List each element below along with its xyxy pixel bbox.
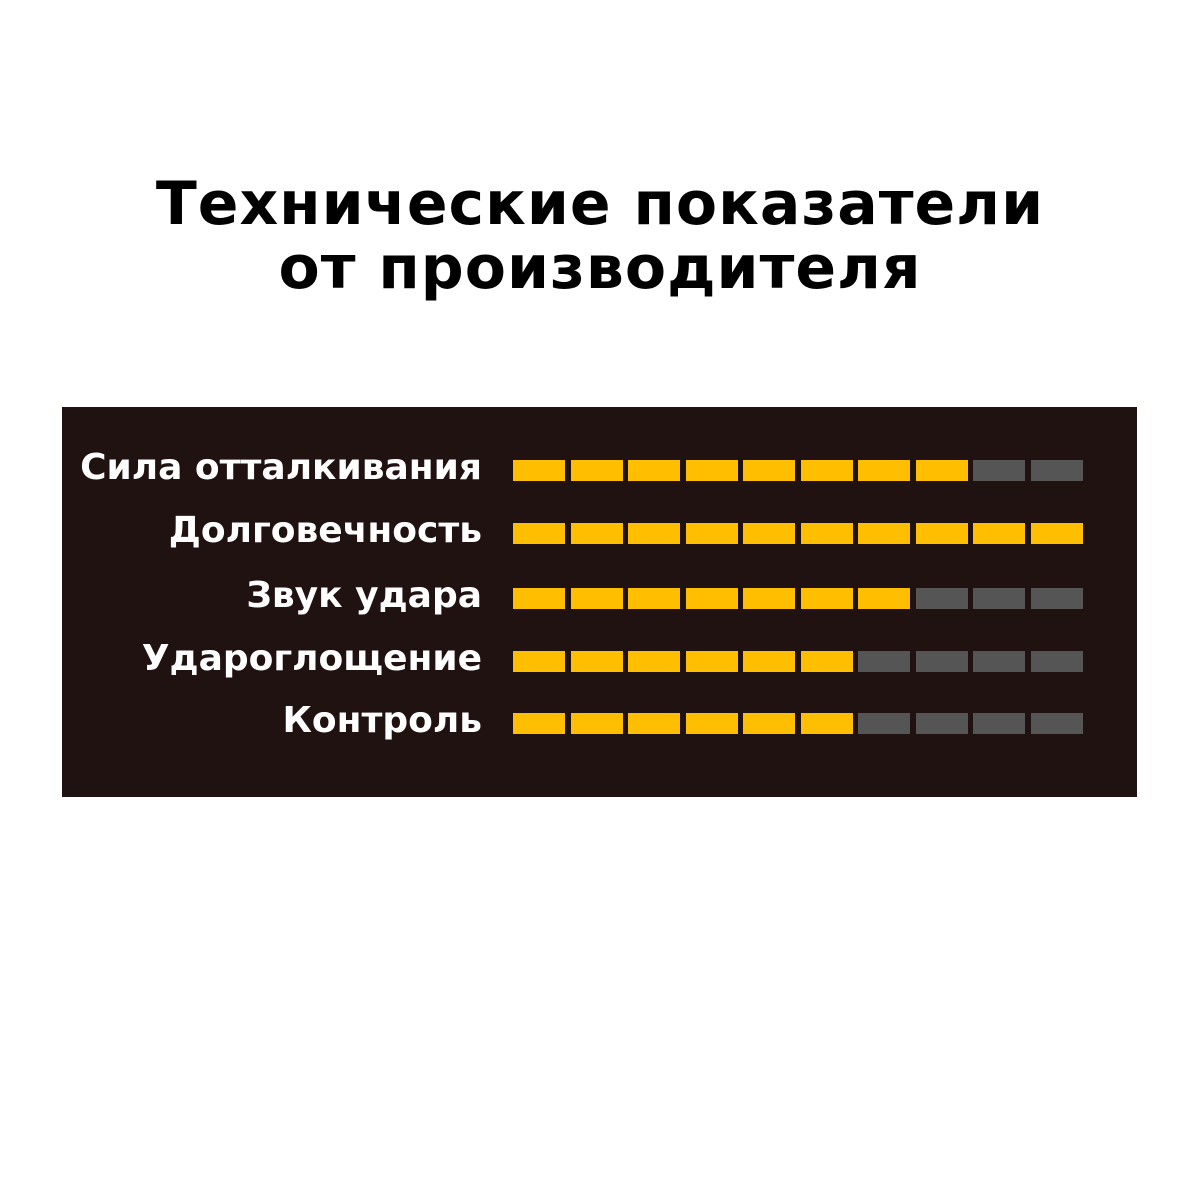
- rating-label: Сила отталкивания: [80, 447, 482, 488]
- rating-segment-filled: [743, 460, 795, 481]
- rating-segment-filled: [570, 713, 623, 734]
- rating-segment-filled: [685, 651, 738, 672]
- rating-segment-filled: [628, 651, 680, 672]
- rating-segment-filled: [800, 651, 853, 672]
- rating-segment-filled: [513, 588, 565, 609]
- rating-segment-filled: [628, 713, 680, 734]
- rating-segment-filled: [743, 588, 795, 609]
- rating-segment-filled: [570, 523, 623, 544]
- rating-segment-filled: [800, 588, 853, 609]
- rating-segment-filled: [973, 523, 1025, 544]
- title-line-1: Технические показатели: [155, 169, 1045, 239]
- rating-segment-filled: [628, 523, 680, 544]
- rating-segment-filled: [685, 523, 738, 544]
- rating-segment-empty: [1030, 651, 1083, 672]
- rating-label: Долговечность: [168, 510, 482, 551]
- rating-segment-empty: [915, 588, 968, 609]
- rating-segment-empty: [1030, 588, 1083, 609]
- rating-segment-filled: [743, 651, 795, 672]
- rating-segment-filled: [800, 713, 853, 734]
- rating-segment-filled: [743, 713, 795, 734]
- rating-segment-empty: [858, 713, 910, 734]
- rating-segment-filled: [743, 523, 795, 544]
- rating-segment-filled: [858, 588, 910, 609]
- rating-label: Удароглощение: [141, 638, 482, 679]
- rating-segment-filled: [1030, 523, 1083, 544]
- rating-segment-filled: [513, 523, 565, 544]
- rating-segment-filled: [800, 460, 853, 481]
- rating-segment-empty: [858, 651, 910, 672]
- rating-segment-filled: [628, 588, 680, 609]
- rating-segment-empty: [973, 588, 1025, 609]
- rating-segment-filled: [513, 651, 565, 672]
- rating-segment-filled: [800, 523, 853, 544]
- rating-segment-filled: [685, 713, 738, 734]
- rating-segment-filled: [513, 460, 565, 481]
- rating-segment-filled: [685, 460, 738, 481]
- rating-segment-empty: [915, 713, 968, 734]
- rating-segment-filled: [915, 523, 968, 544]
- rating-segment-empty: [973, 460, 1025, 481]
- rating-segment-filled: [685, 588, 738, 609]
- rating-segment-empty: [1030, 713, 1083, 734]
- title-line-2: от производителя: [278, 233, 922, 303]
- rating-segment-filled: [858, 460, 910, 481]
- rating-segment-filled: [570, 588, 623, 609]
- rating-segment-filled: [570, 460, 623, 481]
- rating-segment-filled: [858, 523, 910, 544]
- rating-segment-empty: [915, 651, 968, 672]
- rating-segment-empty: [973, 651, 1025, 672]
- rating-label: Контроль: [282, 700, 482, 741]
- rating-segment-empty: [1030, 460, 1083, 481]
- rating-segment-filled: [915, 460, 968, 481]
- rating-label: Звук удара: [246, 575, 482, 616]
- rating-segment-filled: [570, 651, 623, 672]
- rating-segment-filled: [513, 713, 565, 734]
- page-title: Технические показатели от производителя: [0, 172, 1200, 300]
- rating-segment-empty: [973, 713, 1025, 734]
- ratings-panel: Сила отталкивания Долговечность Звук удара…: [62, 407, 1137, 797]
- rating-segment-filled: [628, 460, 680, 481]
